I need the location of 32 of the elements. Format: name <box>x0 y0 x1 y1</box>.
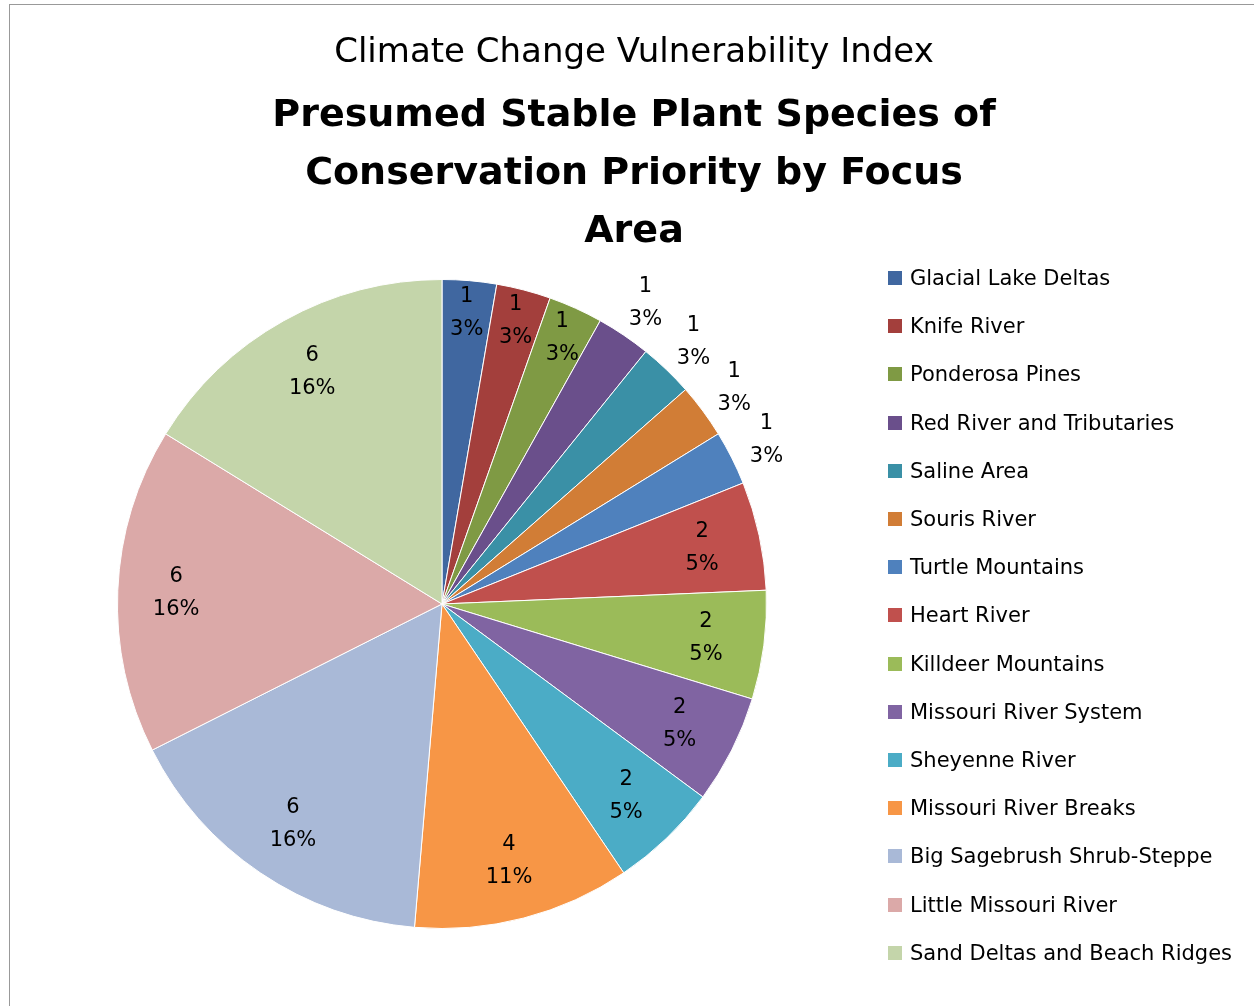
legend-label: Souris River <box>910 507 1036 532</box>
legend-label: Killdeer Mountains <box>910 651 1105 676</box>
chart-subtitle: Presumed Stable Plant Species of Conservation Priority by Focus Area <box>271 90 997 253</box>
legend-label: Red River and Tributaries <box>910 410 1175 435</box>
legend-label: Glacial Lake Deltas <box>910 266 1111 291</box>
legend-label: Heart River <box>910 603 1030 628</box>
chart-title: Climate Change Vulnerability Index <box>333 30 935 70</box>
data-label: 1 3% <box>498 291 533 349</box>
data-label: 1 3% <box>676 311 711 369</box>
data-label: 6 16% <box>288 341 336 399</box>
legend-label: Big Sagebrush Shrub-Steppe <box>910 844 1213 869</box>
data-label: 6 16% <box>152 562 200 620</box>
data-label: 2 5% <box>609 766 643 824</box>
data-label: 1 3% <box>450 282 484 340</box>
data-label: 4 11% <box>485 831 533 889</box>
data-label: 2 5% <box>685 517 719 575</box>
legend-label: Ponderosa Pines <box>910 362 1082 387</box>
data-label: 1 3% <box>545 307 579 365</box>
data-label: 2 5% <box>689 607 723 665</box>
data-label: 6 16% <box>269 794 317 852</box>
legend-label: Missouri River Breaks <box>910 796 1136 821</box>
data-label: 1 3% <box>717 357 751 415</box>
legend-label: Little Missouri River <box>910 892 1117 917</box>
legend-label: Turtle Mountains <box>910 555 1085 580</box>
data-label: 2 5% <box>662 693 697 751</box>
legend-label: Sheyenne River <box>910 747 1076 772</box>
legend-label: Sand Deltas and Beach Ridges <box>910 940 1233 965</box>
legend-label: Knife River <box>910 314 1025 339</box>
data-label: 1 3% <box>749 410 784 468</box>
legend-label: Missouri River System <box>910 699 1143 724</box>
data-label: 1 3% <box>628 272 663 330</box>
legend-label: Saline Area <box>910 458 1030 483</box>
